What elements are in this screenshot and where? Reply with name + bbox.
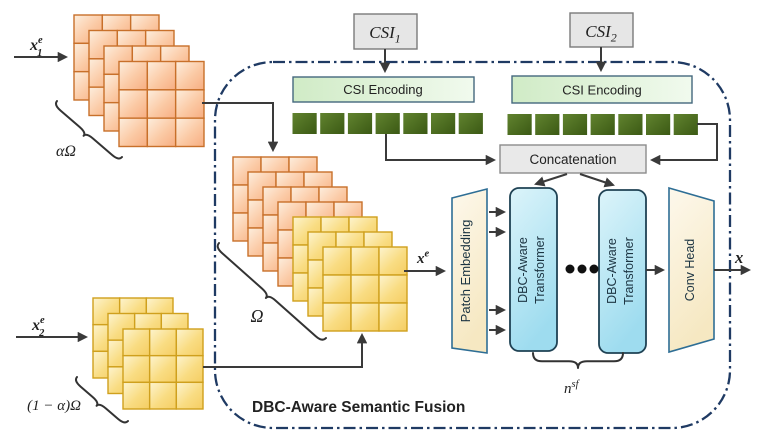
csi-feature-block <box>673 114 698 135</box>
omega-label: Ω <box>250 306 263 326</box>
transformer1-label-line2: Transformer <box>533 236 547 304</box>
grid-cell <box>122 328 151 357</box>
grid-cell <box>146 60 177 91</box>
grid-cell <box>148 328 178 357</box>
conv-head-label: Conv Head <box>683 239 697 302</box>
patch-embedding-label: Patch Embedding <box>458 220 473 323</box>
csi1-box <box>353 13 418 50</box>
xe-fused-label: xe <box>416 249 430 268</box>
csi2-label: CSI2 <box>585 22 617 45</box>
arrow-features2-to-concat <box>649 123 718 166</box>
ellipsis-dot <box>565 264 575 274</box>
csi1-label: CSI1 <box>369 23 401 46</box>
grid-cell <box>174 60 205 91</box>
grid-cell <box>175 328 204 357</box>
stack-x1 <box>73 14 205 148</box>
ellipsis-dot <box>589 264 599 274</box>
csi-feature-block <box>535 114 560 135</box>
concatenation-label: Concatenation <box>529 152 616 167</box>
grid-cell <box>378 246 408 276</box>
csi-feature-block <box>320 113 345 134</box>
csi-feature-block <box>507 114 532 135</box>
csi-feature-block <box>618 114 643 135</box>
csi-encoding-box-1 <box>292 76 475 103</box>
csi-feature-block <box>562 114 588 135</box>
stack-x2-layer-3 <box>122 328 204 410</box>
stack-x1-layer-4 <box>118 60 205 148</box>
grid-cell <box>322 274 352 304</box>
grid-cell <box>322 246 352 276</box>
ellipsis-dot <box>577 264 587 274</box>
patch-embedding-trapezoid <box>451 187 488 354</box>
csi-encoding-2-label: CSI Encoding <box>562 83 642 98</box>
grid-cell <box>174 89 205 119</box>
conv-head-trapezoid <box>668 186 715 354</box>
fusion-title: DBC-Aware Semantic Fusion <box>252 399 465 416</box>
grid-cell <box>146 117 177 148</box>
grid-cell <box>174 117 205 148</box>
csi1-feature-row <box>292 113 483 134</box>
grid-cell <box>118 60 149 91</box>
grid-cell <box>118 117 149 148</box>
ellipsis-dots <box>565 264 599 274</box>
grid-cell <box>118 89 149 119</box>
text-labels: CSI1 CSI2 CSI Encoding CSI Encoding Conc… <box>27 22 743 416</box>
csi-feature-block <box>646 114 671 135</box>
arrow-concat-to-transformer2 <box>579 173 615 188</box>
grid-cell <box>175 354 204 384</box>
x2-input-label: xe 2 <box>31 315 45 339</box>
grid-cell <box>378 302 408 332</box>
arrow-features1-to-concat <box>385 134 497 166</box>
dbc-transformer-1-box <box>509 187 558 352</box>
brace-omega <box>216 242 327 341</box>
grid-cell <box>175 381 204 410</box>
transformer2-label-line1: DBC-Aware <box>605 238 619 304</box>
csi-feature-block <box>458 113 483 134</box>
csi-feature-block <box>347 113 373 134</box>
grid-cell <box>378 274 408 304</box>
n-sf-label: nsf <box>564 379 581 397</box>
transformer1-label-line1: DBC-Aware <box>516 237 530 303</box>
x-output-label: x <box>734 248 743 267</box>
csi-encoding-box-2 <box>511 75 693 104</box>
grid-cell <box>322 302 352 332</box>
csi-feature-block <box>590 114 615 135</box>
stack-fused <box>232 156 408 332</box>
stack-fused-layer-7 <box>322 246 408 332</box>
arrow-stack1-to-fused <box>202 102 279 153</box>
csi-feature-rows <box>292 113 698 135</box>
csi-feature-block <box>431 113 456 134</box>
grid-cell <box>350 302 380 332</box>
one-minus-alpha-omega-label: (1 − α)Ω <box>27 398 81 414</box>
grid-cell <box>350 274 380 304</box>
grid-cell <box>148 354 178 384</box>
concatenation-box <box>499 144 647 174</box>
csi-encoding-1-label: CSI Encoding <box>343 82 423 97</box>
brace-alpha-omega <box>55 100 123 160</box>
grid-cell <box>146 89 177 119</box>
arrows <box>14 47 752 368</box>
alpha-omega-label: αΩ <box>56 143 76 160</box>
semantic-fusion-boundary <box>213 60 732 430</box>
grid-cell <box>122 354 151 384</box>
arrow-concat-to-transformer1 <box>534 173 568 187</box>
grid-cell <box>122 381 151 410</box>
brace-one-minus-alpha-omega <box>75 376 129 424</box>
csi-feature-block <box>403 113 428 134</box>
brace-n-sf <box>532 352 624 369</box>
grid-cell <box>148 381 178 410</box>
tensor-stacks <box>73 14 408 410</box>
stack-x2 <box>92 297 204 410</box>
transformer2-label-line2: Transformer <box>622 237 636 305</box>
csi2-feature-row <box>507 114 698 135</box>
grid-cell <box>350 246 380 276</box>
boxes <box>292 12 715 354</box>
x1-input-label: xe 1 <box>29 35 43 59</box>
csi-feature-block <box>292 113 317 134</box>
arrow-stack2-to-fused <box>203 332 368 368</box>
braces <box>55 100 624 424</box>
csi-feature-block <box>375 113 400 134</box>
